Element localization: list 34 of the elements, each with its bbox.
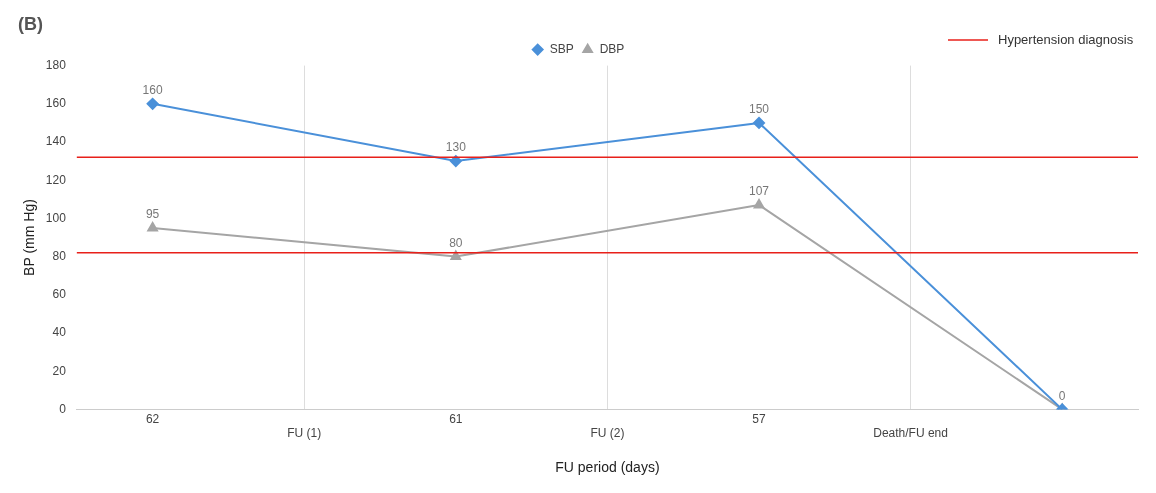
point [449, 155, 462, 168]
point [147, 221, 158, 232]
y-tick-label: 60 [52, 287, 67, 302]
point [146, 97, 159, 110]
legend-label: SBP [549, 41, 574, 56]
data-label: 160 [142, 83, 163, 98]
x-tick-label: FU (2) [590, 426, 625, 441]
x-tick-label: 61 [449, 411, 463, 426]
y-tick-label: 80 [52, 248, 67, 263]
x-tick-label: 62 [145, 411, 160, 426]
legend-label: DBP [599, 41, 625, 56]
data-label: 95 [145, 207, 160, 222]
data-label: 0 [1058, 388, 1066, 403]
data-label: 107 [748, 184, 770, 199]
y-axis-title: BP (mm Hg) [21, 199, 38, 276]
data-label: 150 [748, 102, 770, 117]
point [753, 116, 766, 129]
y-tick-label: 0 [59, 401, 67, 416]
data-label: 80 [449, 235, 463, 250]
point [753, 199, 765, 209]
y-tick-label: 120 [45, 172, 67, 187]
y-tick-label: 20 [52, 363, 67, 378]
x-tick-label: 57 [752, 411, 766, 426]
legend-label: Hypertension diagnosis [998, 31, 1134, 47]
chart-title: (B) [18, 13, 43, 34]
x-axis-title: FU period (days) [555, 459, 660, 476]
data-label: 130 [445, 140, 467, 155]
y-tick-label: 140 [45, 134, 67, 149]
y-tick-label: 160 [45, 96, 67, 111]
y-tick-label: 180 [45, 57, 67, 72]
x-tick-label: FU (1) [287, 426, 322, 441]
y-tick-label: 100 [45, 210, 67, 225]
y-tick-label: 40 [52, 325, 67, 340]
x-tick-label: Death/FU end [873, 426, 948, 441]
